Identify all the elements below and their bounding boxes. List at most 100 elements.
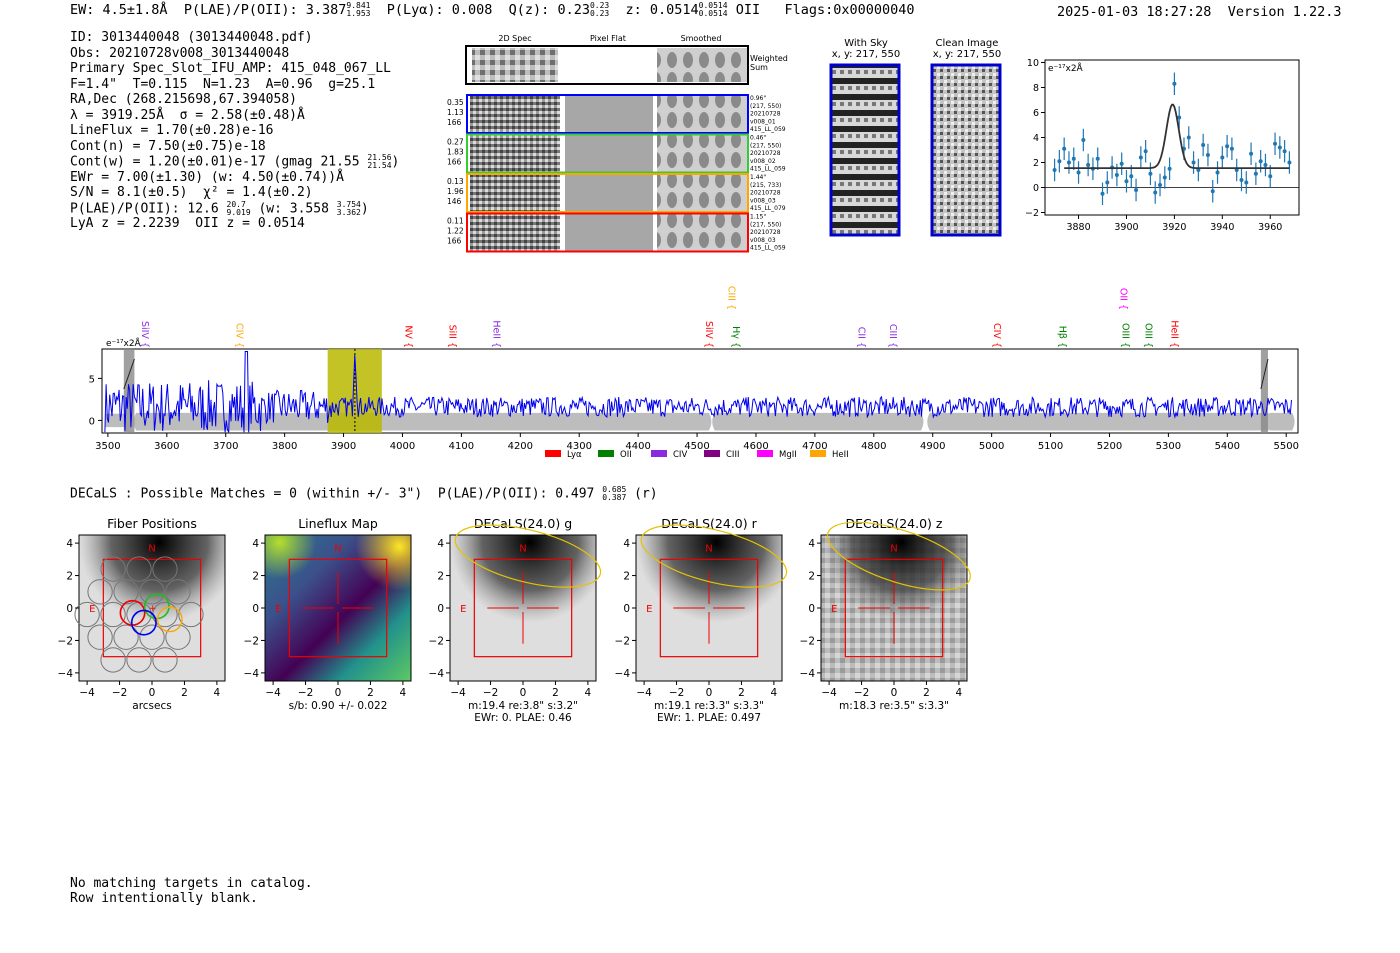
line-fit-point [1249, 151, 1254, 156]
decals-xtick-label: 0 [706, 687, 713, 699]
q-value: Q(z): 0.23 [508, 2, 590, 18]
decals-plae-range: 0.685 0.387 [602, 486, 626, 502]
decals-xtick-label: −4 [79, 687, 95, 699]
full-spectrum-ytick-label: 0 [89, 416, 95, 427]
line-fit-point [1201, 143, 1206, 147]
spec2d-row-number: 0.13 [447, 177, 464, 186]
legend-swatch [704, 450, 720, 457]
line-fit-xtick-label: 3920 [1162, 222, 1186, 232]
decals-xtick-label: −2 [483, 687, 498, 699]
with-sky-coords: x, y: 217, 550 [831, 49, 901, 60]
spec2d-row-number: 1.13 [447, 108, 464, 117]
spectral-line-label: NV { [402, 325, 413, 348]
line-fit-ytick-label: 0 [1033, 183, 1039, 194]
north-label: N [890, 543, 897, 554]
decals-ytick-label: 4 [66, 538, 73, 550]
spec2d-row-meta: 1.15" [750, 214, 766, 221]
spec2d-row-meta: (217, 550) [750, 142, 781, 149]
decals-xtick-label: −2 [298, 687, 313, 699]
target-crosshair [487, 572, 559, 644]
decals-ytick-label: −4 [244, 668, 260, 680]
spec2d-row-meta: (217, 550) [750, 221, 781, 228]
decals-xtick-label: 4 [400, 687, 407, 699]
line-fit-xtick-label: 3940 [1210, 222, 1234, 232]
masked-hatch [1260, 358, 1269, 390]
target-crosshair [673, 572, 745, 644]
line-fit-point [1191, 160, 1196, 165]
line-fit-ytick-label: −2 [1025, 208, 1039, 219]
info-redshifts: LyA z = 2.2239 OII z = 0.0514 [70, 216, 305, 231]
decals-xtick-label: 0 [149, 687, 156, 699]
decals-ytick-label: −2 [244, 635, 259, 647]
full-spectrum-plot: SiIV {CIV {NV {SiII {HeII {SiIV {CIII {H… [89, 286, 1299, 460]
full-spectrum-xtick-label: 3700 [213, 441, 238, 452]
line-fit-point [1105, 180, 1110, 185]
spec2d-row-meta: 415_LL_059 [750, 166, 786, 173]
line-fit-point [1210, 189, 1215, 194]
line-fit-point [1287, 160, 1292, 165]
search-box [659, 558, 759, 658]
legend-swatch [598, 450, 614, 457]
full-spectrum-xtick-label: 4300 [566, 441, 591, 452]
decals-xtick-label: 4 [214, 687, 221, 699]
legend-label: HeII [832, 450, 849, 460]
fiber-circle [139, 579, 165, 605]
decals-xtick-label: 4 [771, 687, 778, 699]
line-fit-point [1258, 159, 1263, 164]
spectral-line-label: OIII { [1119, 323, 1130, 348]
plae-info-range: 20.7 9.019 [227, 200, 251, 217]
line-fit-point [1124, 179, 1129, 184]
legend-label: Lyα [567, 450, 582, 460]
decals-xtick-label: 0 [891, 687, 898, 699]
plae-info-value: P(LAE)/P(OII): 12.6 [70, 201, 219, 216]
line-fit-point [1086, 163, 1091, 167]
contw-value: Cont(w) = 1.20(±0.01)e-17 (gmag 21.55 [70, 154, 360, 170]
line-fit-point [1220, 155, 1225, 160]
decals-caption: m:18.3 re:3.5" s:3.3" [839, 700, 949, 712]
line-fit-point [1225, 144, 1230, 149]
spec2d-row-image [470, 135, 560, 172]
line-fit-xtick-label: 3900 [1114, 222, 1138, 232]
fiber-circle [152, 647, 178, 673]
spectral-line-label: HeII { [490, 320, 501, 348]
decals-band: (r) [634, 486, 658, 502]
decals-xtick-label: −4 [450, 687, 466, 699]
plya-value: P(Lyα): 0.008 [386, 2, 493, 18]
info-params: F=1.4" T=0.115 N=1.23 A=0.96 g=25.1 [70, 76, 376, 92]
plae-hi: 9.841 [346, 1, 371, 10]
decals-xtick-label: 0 [335, 687, 342, 699]
target-crosshair [858, 572, 930, 644]
error-band-segment [1267, 412, 1295, 431]
line-fit-point [1134, 188, 1139, 192]
plae-w-value: (w: 3.558 [258, 201, 329, 216]
fiber-circle [100, 556, 126, 582]
east-label: E [89, 604, 95, 615]
line-fit-point [1076, 170, 1081, 175]
full-spectrum-xtick-label: 3800 [272, 441, 297, 452]
galaxy-aperture [640, 524, 788, 588]
masked-region [1260, 349, 1268, 433]
line-fit-point [1263, 163, 1268, 167]
decals-xtick-label: −2 [669, 687, 684, 699]
search-box [473, 558, 573, 658]
spec2d-row-frame [466, 173, 749, 213]
decals-ytick-label: 4 [437, 538, 444, 550]
fiber-circle [152, 556, 178, 582]
line-fit-point [1273, 141, 1278, 146]
fiber-circle-highlight [156, 606, 183, 633]
spec2d-row-frame [466, 94, 749, 134]
decals-ytick-label: −2 [800, 635, 815, 647]
decals-panel-title: DECaLS(24.0) r [661, 516, 757, 531]
spec2d-row-meta: 415_LL_059 [750, 245, 786, 252]
weighted-label: Sum [750, 63, 768, 72]
full-spectrum-xtick-label: 5200 [1097, 441, 1122, 452]
spectral-line-label: SiIV { [703, 321, 714, 348]
line-fit-model [1064, 103, 1290, 169]
with-sky-image [829, 63, 901, 237]
decals-ytick-label: 4 [808, 538, 815, 550]
galaxy-aperture [826, 521, 971, 591]
decals-ytick-label: 0 [808, 603, 815, 615]
spec2d-row-image [470, 96, 560, 132]
line-fit-ytick-label: 2 [1033, 158, 1039, 169]
